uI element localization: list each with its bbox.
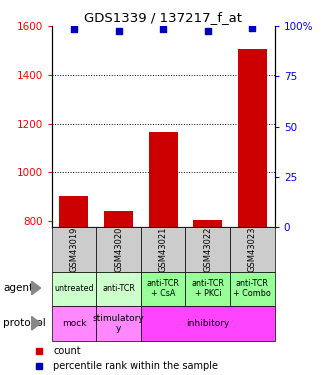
Bar: [185, 227, 230, 272]
Bar: [96, 306, 141, 341]
Bar: [193, 220, 222, 227]
Text: inhibitory: inhibitory: [186, 319, 229, 328]
Bar: [238, 50, 267, 227]
Text: untreated: untreated: [54, 284, 94, 293]
Point: [71, 26, 77, 32]
Bar: [52, 272, 96, 306]
Text: stimulatory
y: stimulatory y: [93, 314, 145, 333]
Bar: [230, 227, 275, 272]
Title: GDS1339 / 137217_f_at: GDS1339 / 137217_f_at: [84, 11, 242, 24]
Text: protocol: protocol: [3, 318, 46, 328]
Bar: [149, 132, 178, 227]
Bar: [52, 227, 96, 272]
Bar: [96, 227, 141, 272]
Text: percentile rank within the sample: percentile rank within the sample: [53, 360, 218, 370]
Text: anti-TCR
+ PKCi: anti-TCR + PKCi: [191, 279, 224, 298]
Bar: [141, 227, 185, 272]
Text: GSM43022: GSM43022: [203, 226, 212, 272]
Text: mock: mock: [62, 319, 86, 328]
Point: [250, 25, 255, 31]
Text: count: count: [53, 346, 81, 356]
Text: anti-TCR
+ Combo: anti-TCR + Combo: [233, 279, 271, 298]
Text: GSM43020: GSM43020: [114, 226, 123, 272]
Point: [205, 28, 210, 34]
Text: GSM43023: GSM43023: [248, 226, 257, 272]
Bar: [141, 272, 185, 306]
Point: [116, 28, 121, 34]
Bar: [59, 196, 89, 227]
Point: [161, 26, 166, 32]
Bar: [96, 272, 141, 306]
Bar: [185, 272, 230, 306]
Bar: [230, 272, 275, 306]
Text: GSM43021: GSM43021: [159, 226, 168, 272]
Text: agent: agent: [3, 283, 33, 293]
Bar: [104, 211, 133, 227]
Text: GSM43019: GSM43019: [69, 226, 79, 272]
Text: anti-TCR: anti-TCR: [102, 284, 135, 293]
Bar: [141, 306, 275, 341]
Text: anti-TCR
+ CsA: anti-TCR + CsA: [147, 279, 179, 298]
Bar: [52, 306, 96, 341]
